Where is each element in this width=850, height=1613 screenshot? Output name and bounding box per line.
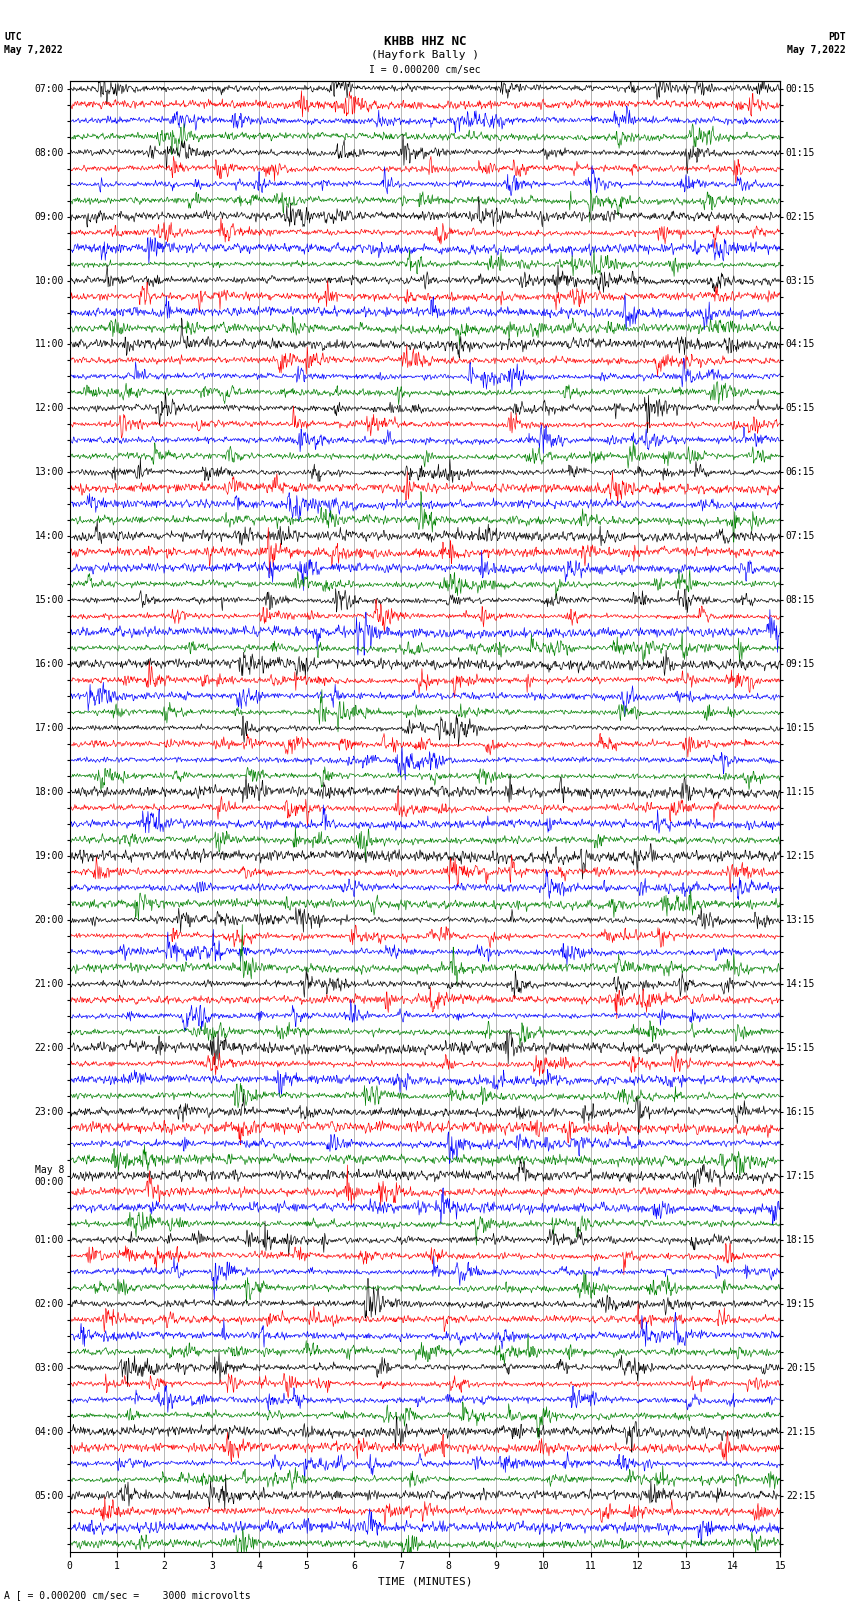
Text: (Hayfork Bally ): (Hayfork Bally ) — [371, 50, 479, 60]
Text: PDT: PDT — [828, 32, 846, 42]
Text: May 7,2022: May 7,2022 — [4, 45, 63, 55]
Text: May 7,2022: May 7,2022 — [787, 45, 846, 55]
Text: UTC: UTC — [4, 32, 22, 42]
Text: KHBB HHZ NC: KHBB HHZ NC — [383, 35, 467, 48]
Text: I = 0.000200 cm/sec: I = 0.000200 cm/sec — [369, 65, 481, 74]
X-axis label: TIME (MINUTES): TIME (MINUTES) — [377, 1578, 473, 1587]
Text: A [ = 0.000200 cm/sec =    3000 microvolts: A [ = 0.000200 cm/sec = 3000 microvolts — [4, 1590, 251, 1600]
